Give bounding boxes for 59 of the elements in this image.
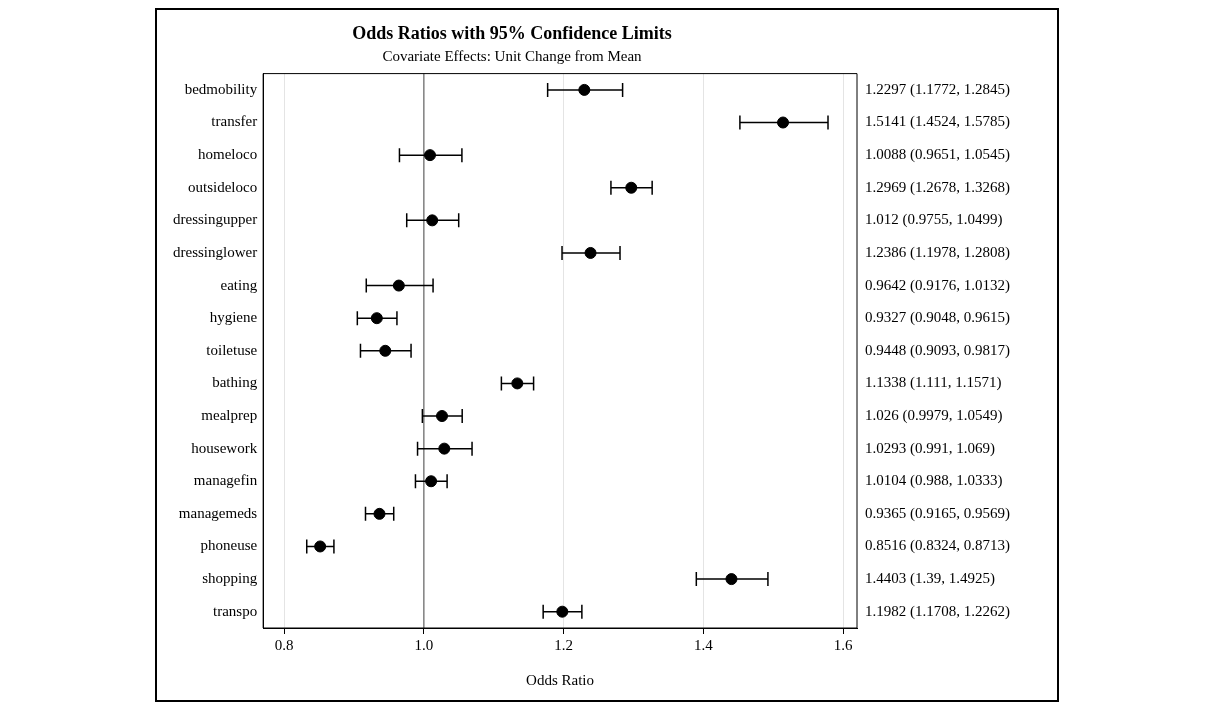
text: 0.9642 (0.9176, 1.0132) [865, 276, 1010, 294]
y-tick-label: phoneuse [200, 537, 258, 554]
point [578, 83, 591, 96]
y-tick-label: managemeds [178, 504, 258, 521]
point [625, 181, 638, 194]
point [777, 116, 790, 129]
text: 1.2386 (1.1978, 1.2808) [865, 243, 1010, 261]
point [314, 540, 327, 553]
point [436, 410, 448, 423]
y-tick-label: outsideloco [187, 178, 258, 195]
point [392, 279, 405, 292]
text: 1.2297 (1.1772, 1.2845) [865, 80, 1010, 98]
text: 0.9365 (0.9165, 0.9569) [865, 504, 1010, 522]
point [370, 312, 383, 325]
point [423, 149, 436, 162]
y-tick-label: transfer [211, 113, 258, 130]
y-tick-label: transpo [212, 602, 258, 619]
text: 1.026 (0.9979, 1.0549) [865, 406, 1003, 424]
y-tick-label: hygiene [209, 309, 258, 326]
x-tick-label: 1.6 [833, 636, 853, 653]
point [373, 507, 386, 520]
y-tick-label: dressingupper [172, 211, 258, 228]
point [556, 605, 569, 618]
x-tick-label: 1.2 [554, 636, 573, 653]
y-tick-label: bathing [212, 374, 258, 391]
y-tick-label: dressinglower [172, 243, 258, 260]
text: 0.9448 (0.9093, 0.9817) [865, 341, 1010, 359]
y-tick-label: eating [220, 276, 258, 293]
y-tick-label: shopping [202, 570, 258, 587]
x-tick-label: 1.4 [693, 636, 714, 653]
point [425, 475, 438, 488]
x-axis-title: Odds Ratio [526, 671, 595, 688]
point [379, 344, 392, 357]
y-tick-label: managefin [193, 472, 258, 489]
point [725, 573, 738, 586]
x-tick-label: 1.0 [414, 636, 434, 653]
text: 1.0293 (0.991, 1.069) [865, 439, 995, 457]
x-tick-label: 0.8 [274, 636, 294, 653]
chart-subtitle: Covariate Effects: Unit Change from Mean [382, 47, 643, 64]
text: 1.2969 (1.2678, 1.3268) [865, 178, 1010, 196]
y-tick-label: bedmobility [184, 80, 258, 97]
point [426, 214, 439, 227]
point [584, 246, 597, 259]
point [511, 377, 524, 390]
text: 1.1982 (1.1708, 1.2262) [865, 602, 1010, 620]
y-tick-label: mealprep [201, 406, 258, 423]
text: 1.1338 (1.111, 1.1571) [865, 374, 1002, 392]
y-tick-label: homeloco [197, 146, 258, 163]
text: 1.0104 (0.988, 1.0333) [865, 472, 1003, 490]
y-tick-label: toiletuse [206, 341, 258, 358]
text: 0.9327 (0.9048, 0.9615) [865, 309, 1010, 327]
text: 1.0088 (0.9651, 1.0545) [865, 146, 1010, 164]
point [438, 442, 451, 455]
text: 1.012 (0.9755, 1.0499) [865, 211, 1003, 229]
y-tick-label: housework [191, 439, 258, 456]
text: 1.5141 (1.4524, 1.5785) [865, 113, 1010, 131]
text: 1.4403 (1.39, 1.4925) [865, 570, 995, 588]
chart-title: Odds Ratios with 95% Confidence Limits [352, 23, 672, 44]
text: 0.8516 (0.8324, 0.8713) [865, 537, 1010, 555]
